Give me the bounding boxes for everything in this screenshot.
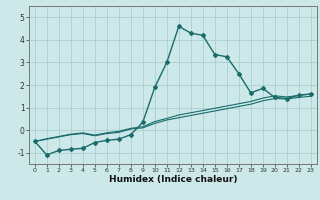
X-axis label: Humidex (Indice chaleur): Humidex (Indice chaleur): [108, 175, 237, 184]
